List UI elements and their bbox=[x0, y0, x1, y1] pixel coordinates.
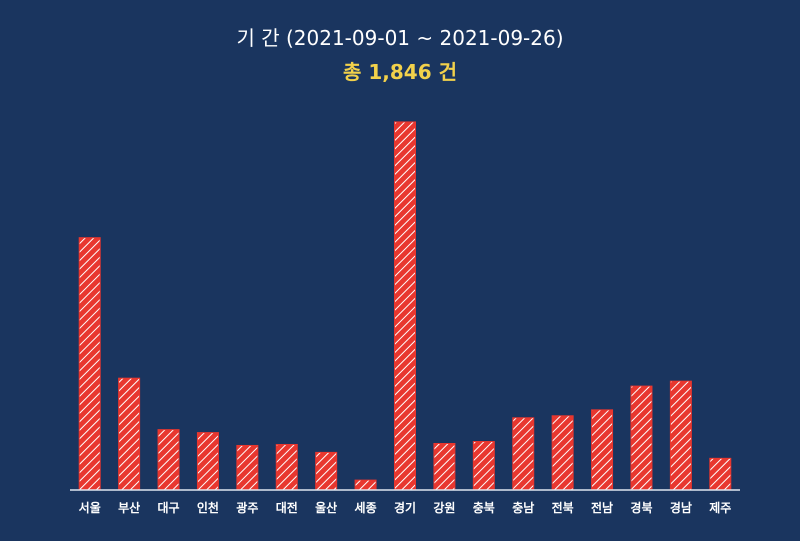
x-tick-label: 경남 bbox=[670, 500, 692, 515]
bar-제주 bbox=[709, 457, 732, 491]
x-tick-label: 인천 bbox=[197, 500, 219, 515]
x-tick-label: 부산 bbox=[118, 500, 140, 515]
bar-서울 bbox=[78, 237, 101, 491]
bar-경기 bbox=[394, 121, 416, 491]
bars-group bbox=[78, 121, 732, 491]
x-tick-label: 경북 bbox=[630, 501, 652, 515]
chart-title: 기 간 (2021-09-01 ~ 2021-09-26) bbox=[236, 26, 564, 50]
bar-부산 bbox=[118, 377, 141, 491]
bar-대구 bbox=[157, 429, 180, 491]
x-tick-label: 울산 bbox=[315, 500, 337, 515]
x-tick-label: 전북 bbox=[552, 500, 574, 515]
bar-대전 bbox=[275, 443, 298, 491]
bar-경남 bbox=[669, 380, 692, 491]
bar-인천 bbox=[196, 432, 219, 491]
x-tick-label: 강원 bbox=[433, 501, 455, 515]
bar-강원 bbox=[433, 442, 456, 491]
bar-경북 bbox=[630, 385, 653, 491]
bar-광주 bbox=[236, 444, 259, 491]
x-tick-label: 충남 bbox=[512, 500, 534, 515]
x-tick-label: 경기 bbox=[394, 500, 416, 515]
x-tick-label: 광주 bbox=[236, 500, 258, 515]
x-tick-label: 대구 bbox=[157, 501, 179, 515]
x-tick-label: 대전 bbox=[276, 500, 298, 515]
bar-전남 bbox=[591, 409, 614, 491]
bar-울산 bbox=[315, 451, 338, 491]
bar-충북 bbox=[472, 441, 495, 491]
bar-충남 bbox=[512, 417, 535, 491]
chart-subtitle: 총 1,846 건 bbox=[343, 60, 457, 84]
x-tick-label: 서울 bbox=[79, 500, 101, 515]
bar-세종 bbox=[354, 479, 377, 491]
x-tick-labels: 서울 부산 대구 인천 광주 대전 울산 세종 경기 강원 충북 충남 전북 전남 경북 경남 제주 bbox=[79, 500, 732, 515]
x-tick-label: 제주 bbox=[709, 501, 731, 515]
x-tick-label: 충북 bbox=[473, 500, 495, 515]
x-tick-label: 세종 bbox=[355, 500, 377, 515]
bar-전북 bbox=[551, 415, 574, 491]
x-tick-label: 전남 bbox=[591, 500, 613, 515]
